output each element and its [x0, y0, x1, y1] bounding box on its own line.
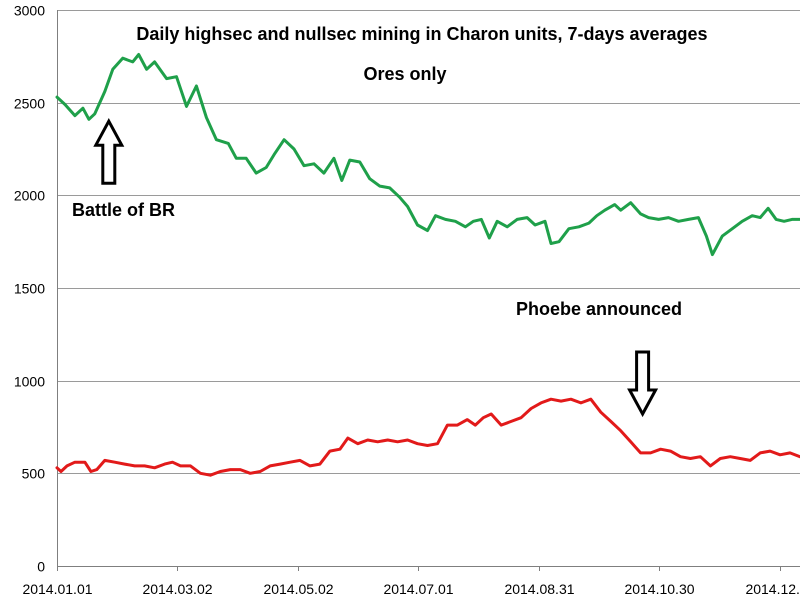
annotation-phoebe-announced: Phoebe announced	[516, 299, 682, 319]
y-tick-label: 1000	[14, 374, 45, 390]
y-tick-label: 3000	[14, 3, 45, 19]
y-tick-label: 1500	[14, 281, 45, 297]
x-tick-label: 2014.08.31	[504, 581, 574, 597]
x-tick-label: 2014.05.02	[263, 581, 333, 597]
x-tick-label: 2014.03.02	[142, 581, 212, 597]
series-lines	[55, 53, 800, 477]
series-line-green	[55, 53, 800, 257]
series-line-red	[55, 397, 800, 477]
y-tick-label: 500	[22, 466, 46, 482]
chart-subtitle: Ores only	[363, 64, 446, 84]
arrow-up-icon	[93, 118, 125, 185]
chart-title: Daily highsec and nullsec mining in Char…	[136, 24, 707, 44]
x-tick-label: 2014.10.30	[624, 581, 694, 597]
x-tick-labels: 2014.01.01 2014.03.02 2014.05.02 2014.07.01…	[22, 581, 800, 597]
y-tick-label: 2500	[14, 96, 45, 112]
arrow-down-icon	[627, 350, 659, 418]
y-tick-labels: 0 500 1000 1500 2000 2500 3000	[14, 3, 45, 575]
annotation-battle-of-br: Battle of BR	[72, 200, 175, 220]
y-tick-label: 0	[37, 559, 45, 575]
x-tick-label: 2014.07.01	[383, 581, 453, 597]
axes	[57, 10, 800, 571]
annotations: Battle of BR Phoebe announced	[72, 118, 682, 418]
gridlines	[57, 10, 800, 474]
x-tick-label: 2014.12.30	[745, 581, 800, 597]
y-tick-label: 2000	[14, 188, 45, 204]
x-tick-label: 2014.01.01	[22, 581, 92, 597]
